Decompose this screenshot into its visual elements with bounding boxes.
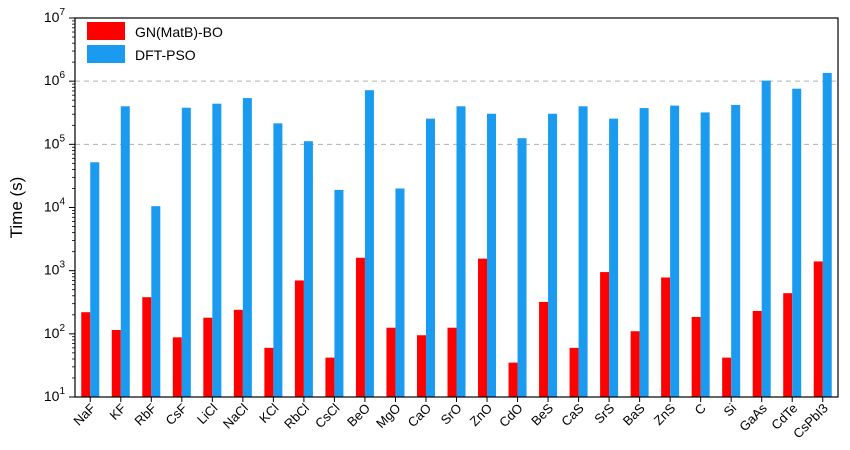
y-tick-label: 104 bbox=[44, 197, 66, 215]
bar-gn-matb-bo bbox=[325, 357, 335, 397]
bar-gn-matb-bo bbox=[355, 257, 365, 397]
bar-dft-pso bbox=[273, 123, 283, 398]
y-tick-label: 102 bbox=[44, 323, 66, 341]
bars-group bbox=[81, 72, 832, 398]
y-tick-label: 106 bbox=[44, 70, 66, 88]
bar-gn-matb-bo bbox=[508, 362, 518, 397]
bar-gn-matb-bo bbox=[722, 357, 732, 397]
bar-gn-matb-bo bbox=[478, 258, 488, 397]
legend-label-series-2: DFT-PSO bbox=[135, 47, 196, 63]
bar-gn-matb-bo bbox=[569, 347, 579, 397]
legend-label-series-1: GN(MatB)-BO bbox=[135, 24, 223, 40]
legend-swatch-series-2 bbox=[87, 45, 125, 63]
bar-gn-matb-bo bbox=[813, 261, 823, 397]
bar-gn-matb-bo bbox=[691, 316, 701, 397]
bar-gn-matb-bo bbox=[233, 309, 243, 397]
bar-dft-pso bbox=[578, 106, 588, 397]
bar-gn-matb-bo bbox=[203, 317, 213, 397]
bar-dft-pso bbox=[548, 113, 558, 397]
legend-swatch-series-1 bbox=[87, 22, 125, 40]
bar-dft-pso bbox=[822, 72, 832, 398]
bar-gn-matb-bo bbox=[600, 272, 610, 397]
bar-dft-pso bbox=[609, 118, 619, 398]
bar-dft-pso bbox=[792, 88, 802, 397]
bar-dft-pso bbox=[761, 80, 771, 398]
bar-dft-pso bbox=[303, 141, 313, 397]
bar-dft-pso bbox=[212, 103, 222, 398]
bar-dft-pso bbox=[181, 107, 191, 398]
bar-dft-pso bbox=[456, 106, 466, 397]
y-axis: 101 102 103 104 105 106 107 bbox=[44, 7, 75, 404]
legend: GN(MatB)-BO DFT-PSO bbox=[87, 22, 223, 63]
bar-dft-pso bbox=[487, 113, 497, 397]
bar-gn-matb-bo bbox=[81, 312, 91, 397]
bar-gn-matb-bo bbox=[416, 335, 426, 397]
y-axis-label: Time (s) bbox=[7, 177, 26, 239]
bar-dft-pso bbox=[517, 138, 527, 397]
bar-dft-pso bbox=[700, 112, 710, 398]
y-tick-label: 105 bbox=[44, 133, 66, 151]
bar-gn-matb-bo bbox=[386, 327, 396, 397]
bar-gn-matb-bo bbox=[630, 331, 640, 397]
bar-gn-matb-bo bbox=[294, 280, 304, 397]
bar-gn-matb-bo bbox=[752, 310, 762, 397]
bar-gn-matb-bo bbox=[142, 297, 152, 397]
bar-dft-pso bbox=[364, 90, 374, 397]
y-tick-label: 101 bbox=[44, 386, 66, 404]
bar-dft-pso bbox=[731, 104, 741, 397]
bar-gn-matb-bo bbox=[172, 337, 182, 397]
bar-dft-pso bbox=[151, 206, 161, 397]
bar-gn-matb-bo bbox=[661, 277, 671, 397]
bar-gn-matb-bo bbox=[111, 329, 121, 397]
bar-dft-pso bbox=[242, 98, 252, 397]
y-tick-label: 103 bbox=[44, 260, 66, 278]
y-tick-label: 107 bbox=[44, 7, 66, 25]
bar-gn-matb-bo bbox=[783, 293, 793, 397]
bar-dft-pso bbox=[639, 108, 649, 397]
bar-dft-pso bbox=[334, 189, 344, 397]
bar-dft-pso bbox=[425, 118, 435, 398]
bar-dft-pso bbox=[120, 106, 130, 397]
bar-gn-matb-bo bbox=[539, 301, 549, 397]
bar-dft-pso bbox=[90, 162, 100, 397]
bar-gn-matb-bo bbox=[447, 327, 457, 397]
bar-gn-matb-bo bbox=[264, 347, 274, 397]
bar-dft-pso bbox=[395, 188, 405, 397]
bar-dft-pso bbox=[670, 105, 680, 397]
